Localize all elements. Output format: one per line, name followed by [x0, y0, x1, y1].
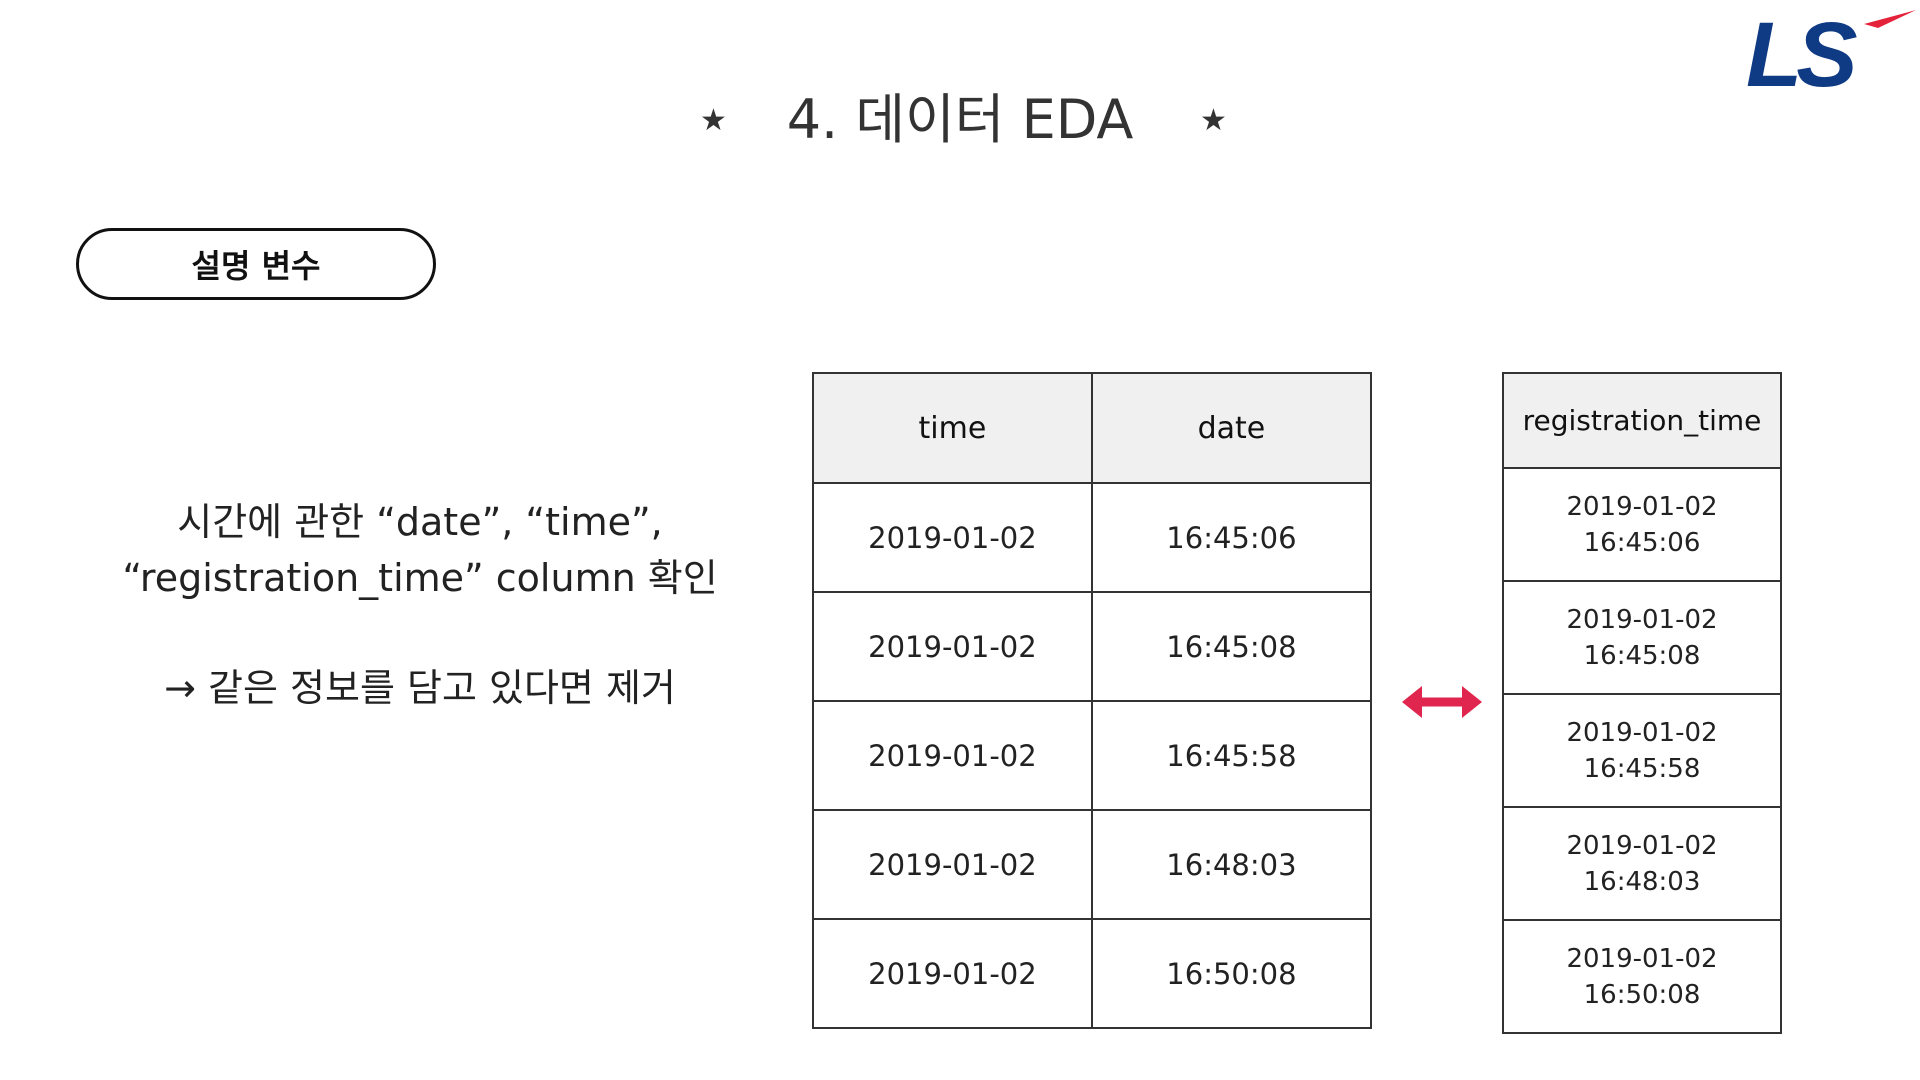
cell-registration-time: 2019-01-02 16:50:08 — [1502, 919, 1782, 1034]
cell-time-part: 16:45:06 — [1583, 527, 1701, 558]
header-time: time — [812, 372, 1093, 484]
svg-text:LS: LS — [1746, 4, 1857, 94]
cell-date-part: 2019-01-02 — [1566, 717, 1718, 748]
cell-date: 16:45:08 — [1090, 591, 1373, 702]
description-line-1: 시간에 관한 “date”, “time”, — [177, 500, 663, 544]
section-label: 설명 변수 — [76, 228, 436, 300]
description-text: 시간에 관한 “date”, “time”, “registration_tim… — [80, 494, 760, 716]
cell-time: 2019-01-02 — [812, 918, 1093, 1029]
cell-time-part: 16:48:03 — [1583, 866, 1701, 897]
table-header-row: time date — [812, 372, 1373, 484]
cell-date-part: 2019-01-02 — [1566, 943, 1718, 974]
cell-date: 16:45:58 — [1090, 700, 1373, 811]
table-row: 2019-01-02 16:50:08 — [1502, 919, 1782, 1034]
cell-time-part: 16:45:58 — [1583, 753, 1701, 784]
cell-registration-time: 2019-01-02 16:45:06 — [1502, 467, 1782, 582]
cell-time-part: 16:45:08 — [1583, 640, 1701, 671]
header-registration-time: registration_time — [1502, 372, 1782, 469]
cell-time: 2019-01-02 — [812, 700, 1093, 811]
table-row: 2019-01-02 16:45:06 — [1502, 467, 1782, 582]
description-gap — [80, 606, 760, 660]
ls-logo: LS — [1738, 4, 1918, 106]
slide-title: 4. 데이터 EDA — [786, 88, 1134, 151]
slide-title-row: ★ 4. 데이터 EDA ★ — [0, 82, 1920, 172]
cell-date-part: 2019-01-02 — [1566, 830, 1718, 861]
cell-registration-time: 2019-01-02 16:48:03 — [1502, 806, 1782, 921]
cell-registration-time: 2019-01-02 16:45:58 — [1502, 693, 1782, 808]
description-line-2: “registration_time” column 확인 — [122, 556, 718, 600]
cell-time: 2019-01-02 — [812, 809, 1093, 920]
table-row: 2019-01-02 16:45:08 — [812, 591, 1373, 702]
cell-time: 2019-01-02 — [812, 591, 1093, 702]
table-header-row: registration_time — [1502, 372, 1782, 469]
cell-time: 2019-01-02 — [812, 482, 1093, 593]
table-row: 2019-01-02 16:45:06 — [812, 482, 1373, 593]
table-row: 2019-01-02 16:45:58 — [1502, 693, 1782, 808]
table-row: 2019-01-02 16:45:58 — [812, 700, 1373, 811]
table-row: 2019-01-02 16:45:08 — [1502, 580, 1782, 695]
time-date-table: time date 2019-01-02 16:45:06 2019-01-02… — [812, 372, 1373, 1029]
cell-date: 16:45:06 — [1090, 482, 1373, 593]
cell-date: 16:50:08 — [1090, 918, 1373, 1029]
double-arrow-icon — [1402, 686, 1482, 718]
ls-logo-icon: LS — [1746, 4, 1916, 106]
star-right-icon: ★ — [1200, 103, 1227, 138]
description-line-3: → 같은 정보를 담고 있다면 제거 — [164, 666, 676, 710]
star-left-icon: ★ — [700, 103, 727, 138]
cell-date-part: 2019-01-02 — [1566, 491, 1718, 522]
cell-date: 16:48:03 — [1090, 809, 1373, 920]
table-row: 2019-01-02 16:48:03 — [812, 809, 1373, 920]
table-row: 2019-01-02 16:50:08 — [812, 918, 1373, 1029]
cell-time-part: 16:50:08 — [1583, 979, 1701, 1010]
table-row: 2019-01-02 16:48:03 — [1502, 806, 1782, 921]
cell-registration-time: 2019-01-02 16:45:08 — [1502, 580, 1782, 695]
registration-time-table: registration_time 2019-01-02 16:45:06 20… — [1502, 372, 1782, 1034]
cell-date-part: 2019-01-02 — [1566, 604, 1718, 635]
header-date: date — [1090, 372, 1373, 484]
